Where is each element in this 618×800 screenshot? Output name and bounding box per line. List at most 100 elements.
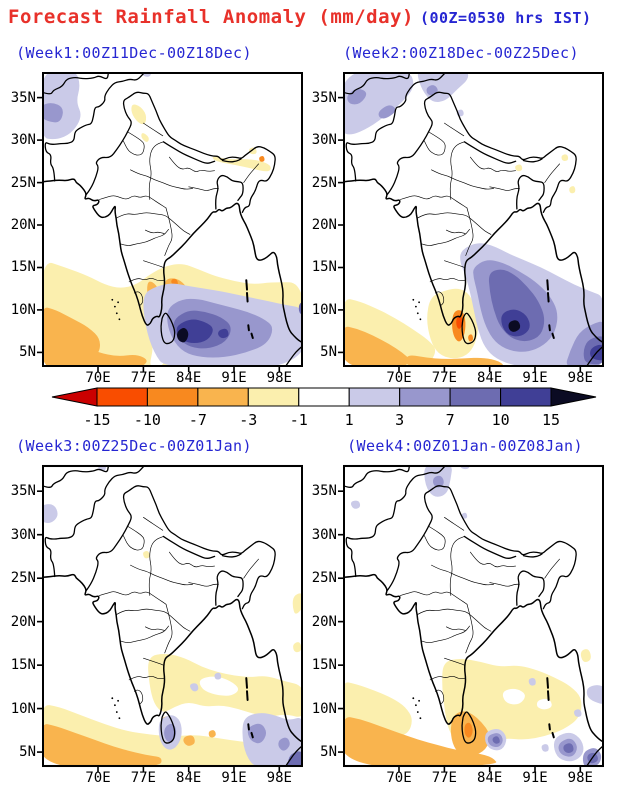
lat-label: 5N bbox=[320, 744, 337, 761]
country-border-line bbox=[463, 535, 517, 559]
state-boundary-line bbox=[420, 228, 470, 246]
anomaly-region bbox=[573, 709, 582, 717]
state-boundary-line bbox=[128, 278, 165, 283]
anomaly-region bbox=[292, 593, 302, 614]
island-dot bbox=[419, 717, 422, 720]
country-border-line bbox=[386, 485, 577, 610]
island-dot bbox=[115, 312, 118, 315]
andaman-islands-mark bbox=[250, 332, 254, 339]
anomaly-region bbox=[143, 551, 150, 559]
island-dot bbox=[115, 711, 118, 713]
lon-label: 70E bbox=[85, 770, 111, 786]
lat-label: 5N bbox=[19, 744, 36, 761]
state-boundary-line bbox=[399, 591, 468, 605]
state-boundary-line bbox=[164, 603, 173, 654]
week3-map bbox=[37, 464, 303, 773]
colorbar-tick-label: -7 bbox=[189, 411, 207, 429]
state-boundary-line bbox=[119, 228, 169, 246]
country-border-line bbox=[461, 312, 477, 345]
lon-label: 77E bbox=[130, 370, 156, 386]
country-border-line bbox=[85, 91, 276, 213]
colorbar-cell bbox=[96, 387, 148, 407]
anomaly-region bbox=[468, 334, 474, 342]
anomaly-region bbox=[190, 683, 199, 692]
island-dot bbox=[118, 717, 121, 720]
state-boundary-line bbox=[489, 186, 520, 191]
lon-label: 98E bbox=[567, 370, 593, 386]
state-boundary-line bbox=[143, 260, 164, 268]
anomaly-region bbox=[293, 642, 302, 653]
anomaly-shading-layer bbox=[344, 466, 603, 766]
state-boundary-line bbox=[431, 169, 494, 190]
anomaly-region bbox=[580, 649, 591, 663]
country-border-line bbox=[160, 711, 176, 744]
anomaly-region bbox=[43, 504, 58, 524]
andaman-islands-mark bbox=[547, 690, 550, 701]
colorbar-cell bbox=[197, 387, 249, 407]
state-boundary-line bbox=[489, 582, 520, 587]
lon-label: 70E bbox=[386, 370, 412, 386]
state-boundary-line bbox=[469, 156, 516, 172]
anomaly-region bbox=[461, 512, 468, 519]
state-boundary-line bbox=[444, 516, 465, 531]
country-border-line bbox=[215, 570, 244, 606]
state-boundary-line bbox=[399, 195, 468, 209]
figure-header: Forecast Rainfall Anomaly (mm/day) (00Z=0… bbox=[8, 6, 592, 28]
country-border-line bbox=[461, 711, 477, 744]
lon-label: 77E bbox=[431, 770, 457, 786]
state-boundary-line bbox=[115, 608, 191, 632]
state-boundary-line bbox=[243, 163, 259, 183]
country-border-line bbox=[516, 174, 545, 210]
anomaly-region bbox=[164, 723, 177, 743]
country-border-line bbox=[522, 553, 543, 558]
anomaly-region bbox=[426, 85, 438, 96]
anomaly-shading-layer bbox=[43, 73, 302, 366]
island-dot bbox=[118, 318, 121, 321]
island-dot bbox=[418, 301, 420, 304]
lat-label: 10N bbox=[10, 700, 36, 717]
anomaly-region bbox=[183, 735, 195, 746]
lat-label: 25N bbox=[10, 570, 36, 587]
lon-label: 70E bbox=[85, 370, 111, 386]
country-border-line bbox=[285, 345, 302, 366]
andaman-islands-mark bbox=[548, 324, 551, 332]
country-border-line bbox=[162, 141, 216, 164]
state-boundary-line bbox=[445, 229, 466, 234]
state-boundary-line bbox=[465, 603, 474, 654]
state-boundary-line bbox=[416, 608, 492, 632]
country-border-line bbox=[386, 91, 577, 213]
anomaly-region bbox=[43, 103, 63, 123]
state-boundary-line bbox=[98, 195, 167, 209]
basemap-layer bbox=[43, 466, 302, 766]
panel-frame bbox=[343, 72, 604, 367]
andaman-islands-mark bbox=[247, 324, 250, 332]
anomaly-region bbox=[208, 730, 216, 738]
anomaly-region bbox=[515, 164, 523, 172]
andaman-islands-mark bbox=[548, 723, 551, 731]
lon-label: 91E bbox=[221, 770, 247, 786]
state-boundary-line bbox=[144, 229, 165, 234]
state-boundary-line bbox=[434, 689, 445, 705]
andaman-islands-mark bbox=[551, 332, 555, 339]
colorbar-cell bbox=[146, 387, 199, 407]
island-dot bbox=[114, 704, 116, 707]
anomaly-region bbox=[456, 315, 463, 329]
anomaly-region bbox=[212, 156, 271, 172]
country-border-line bbox=[586, 745, 603, 766]
lat-label: 15N bbox=[10, 259, 36, 276]
colorbar-scale: -15 -10 -7 -3 -1 1 3 7 10 15 bbox=[51, 387, 597, 429]
anomaly-region bbox=[43, 333, 147, 366]
lon-label: 98E bbox=[567, 770, 593, 786]
country-border-line bbox=[344, 466, 411, 488]
coastline bbox=[43, 178, 302, 343]
country-border-line bbox=[44, 466, 145, 578]
lat-label: 25N bbox=[10, 174, 36, 191]
state-boundary-line bbox=[143, 657, 164, 666]
state-boundary-line bbox=[188, 186, 219, 191]
panel-frame bbox=[343, 464, 604, 768]
lat-label: 25N bbox=[311, 570, 337, 587]
state-boundary-line bbox=[445, 626, 466, 631]
anomaly-region bbox=[563, 743, 574, 753]
week2-subtitle: (Week2:00Z18Dec-00Z25Dec) bbox=[343, 44, 579, 62]
anomaly-region bbox=[464, 722, 473, 738]
